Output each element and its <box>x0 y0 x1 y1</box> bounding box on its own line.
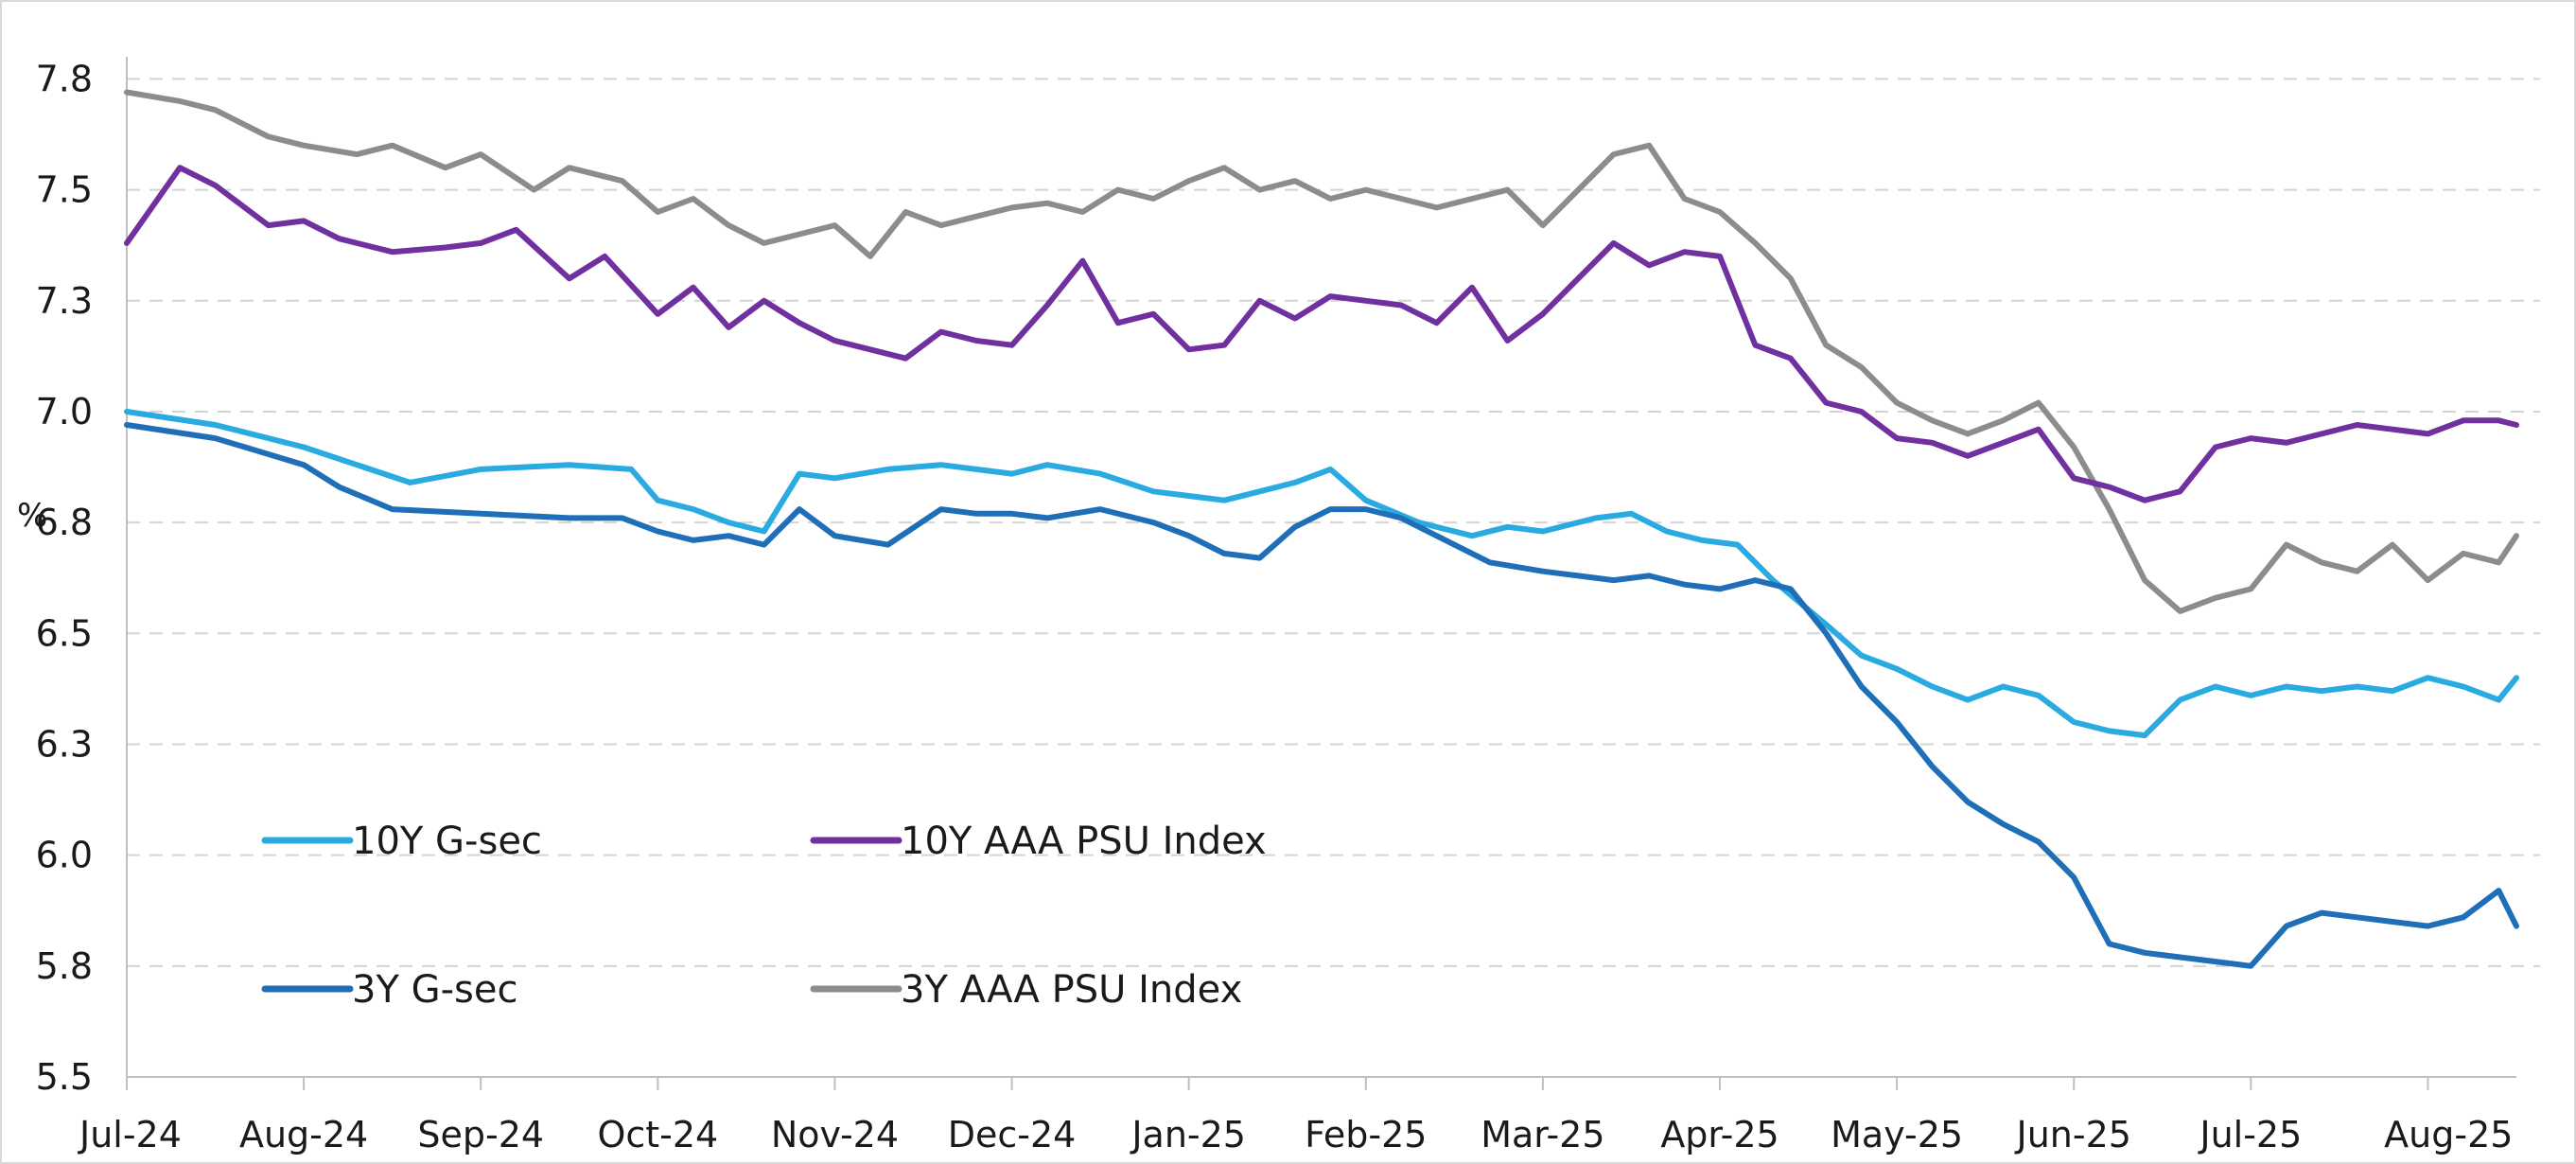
x-tick-label: Dec-24 <box>948 1114 1077 1155</box>
y-axis-title: % <box>17 497 47 535</box>
x-tick-label: Apr-25 <box>1660 1114 1779 1155</box>
legend-label: 3Y G-sec <box>352 968 517 1012</box>
x-tick-label: Jun-25 <box>2014 1114 2130 1155</box>
series-lines <box>124 89 2519 969</box>
y-tick-label: 6.0 <box>36 835 93 876</box>
axes <box>126 57 2516 1078</box>
x-tick-label: Jul-25 <box>2198 1114 2302 1155</box>
series-line-10y-aaa-psu-index <box>124 165 2519 503</box>
y-tick-label: 7.8 <box>36 58 93 99</box>
y-tick-label: 6.5 <box>36 612 93 654</box>
x-tick-label: Aug-24 <box>239 1114 368 1155</box>
y-tick-label: 7.5 <box>36 169 93 211</box>
series-line-3y-aaa-psu-index <box>124 89 2519 614</box>
y-tick-label: 7.0 <box>36 391 93 432</box>
x-tick-label: Aug-25 <box>2384 1114 2513 1155</box>
legend-label: 3Y AAA PSU Index <box>901 968 1242 1012</box>
legend-label: 10Y AAA PSU Index <box>901 820 1267 863</box>
x-tick-label: Nov-24 <box>771 1114 899 1155</box>
y-tick-label: 6.3 <box>36 723 93 765</box>
legend-label: 10Y G-sec <box>352 820 542 863</box>
x-tick-label: Mar-25 <box>1481 1114 1604 1155</box>
y-tick-label: 5.8 <box>36 945 93 987</box>
y-tick-label: 6.8 <box>36 502 93 543</box>
x-tick-label: May-25 <box>1831 1114 1963 1155</box>
plot-area <box>127 38 2547 1077</box>
y-tick-label: 7.3 <box>36 280 93 322</box>
x-tick-label: Oct-24 <box>597 1114 718 1155</box>
y-tick-label: 5.5 <box>36 1056 93 1098</box>
series-line-10y-g-sec <box>124 409 2519 739</box>
x-tick-label: Sep-24 <box>417 1114 544 1155</box>
x-tick-labels: Jul-24 Aug-24 Sep-24 Oct-24 Nov-24 Dec-24 Jan-… <box>78 1077 2513 1155</box>
y-tick-labels: 5.5 5.8 6.0 6.3 6.5 6.8 7.0 7.3 7.5 7.8 <box>36 58 93 1098</box>
x-tick-label: Jul-24 <box>78 1114 182 1155</box>
x-tick-label: Jan-25 <box>1130 1114 1246 1155</box>
gridlines <box>127 78 2540 967</box>
legend: 10Y G-sec 3Y G-sec 10Y AAA PSU Index 3Y AAA… <box>261 820 1267 1012</box>
series-line-3y-g-sec <box>124 422 2519 969</box>
x-tick-label: Feb-25 <box>1305 1114 1427 1155</box>
